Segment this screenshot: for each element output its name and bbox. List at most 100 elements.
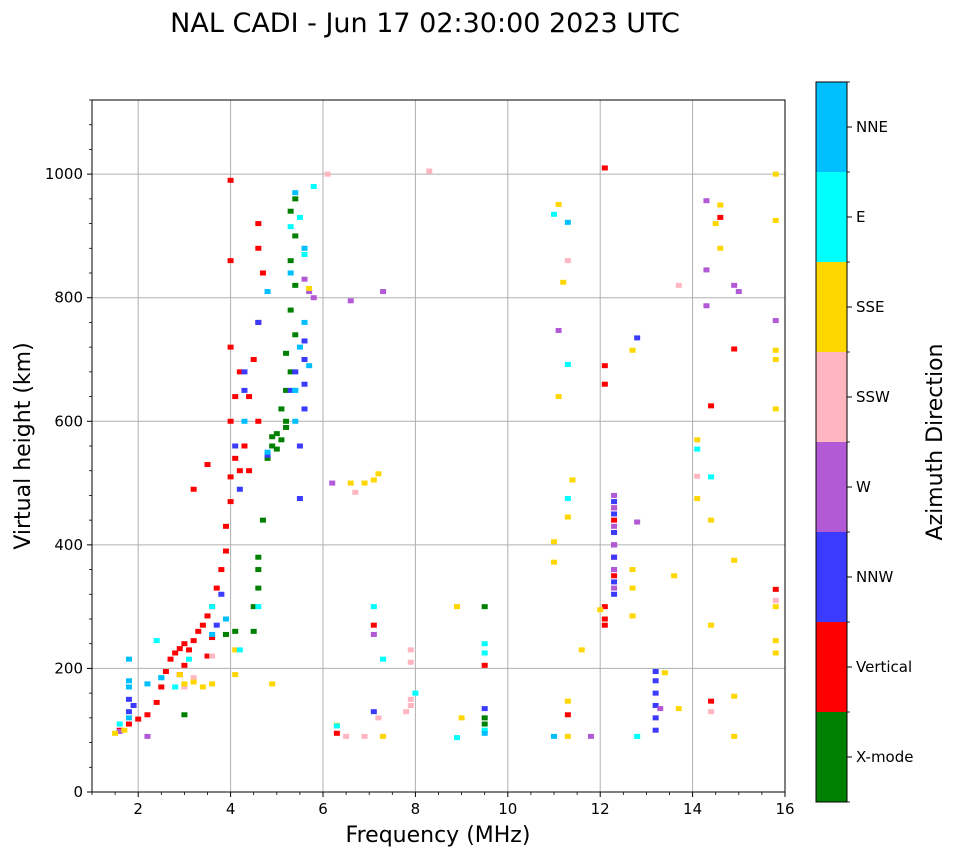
data-point xyxy=(172,650,179,656)
x-axis-ticks: 2 4 6 8 10 12 14 16 xyxy=(91,792,795,818)
data-point xyxy=(694,446,701,452)
data-point xyxy=(343,733,350,739)
data-point xyxy=(652,715,659,721)
data-point xyxy=(611,585,618,591)
data-point xyxy=(481,604,488,610)
colorbar-tick-label: E xyxy=(856,208,865,226)
data-point xyxy=(629,567,636,573)
data-point xyxy=(296,496,303,502)
data-point xyxy=(708,709,715,715)
data-point xyxy=(283,350,290,356)
data-point xyxy=(144,712,151,718)
data-point xyxy=(481,641,488,647)
data-point xyxy=(273,431,280,437)
data-point xyxy=(564,219,571,225)
data-point xyxy=(772,171,779,177)
series-sse xyxy=(112,171,779,739)
data-point xyxy=(310,295,317,301)
data-point xyxy=(629,613,636,619)
data-point xyxy=(675,706,682,712)
data-point xyxy=(611,573,618,579)
data-point xyxy=(772,406,779,412)
data-point xyxy=(564,361,571,367)
data-point xyxy=(731,346,738,352)
data-point xyxy=(292,369,299,375)
colorbar-segment xyxy=(816,352,847,442)
data-point xyxy=(453,735,460,741)
data-point xyxy=(717,245,724,251)
data-point xyxy=(772,318,779,324)
data-point xyxy=(587,733,594,739)
data-point xyxy=(301,338,308,344)
y-tick-label: 200 xyxy=(54,659,83,677)
data-point xyxy=(306,285,313,291)
data-point xyxy=(292,418,299,424)
data-point xyxy=(634,733,641,739)
data-point xyxy=(601,363,608,369)
x-tick-label: 14 xyxy=(683,800,702,818)
data-point xyxy=(380,289,387,295)
data-point xyxy=(481,706,488,712)
data-point xyxy=(601,165,608,171)
data-point xyxy=(375,715,382,721)
data-point xyxy=(190,679,197,685)
data-point xyxy=(555,394,562,400)
plot-background xyxy=(92,100,785,792)
data-point xyxy=(241,443,248,449)
data-point xyxy=(227,499,234,505)
data-point xyxy=(306,363,313,369)
data-point xyxy=(121,727,128,733)
data-point xyxy=(301,319,308,325)
colorbar-segment xyxy=(816,172,847,262)
grid-lines xyxy=(92,100,786,793)
data-point xyxy=(301,245,308,251)
data-point xyxy=(250,604,257,610)
data-point xyxy=(310,184,317,189)
colorbar: X-mode Vertical NNW W SSW SSE E NNE xyxy=(815,81,913,803)
data-point xyxy=(269,443,276,449)
data-point xyxy=(634,519,641,525)
data-point xyxy=(611,554,618,560)
data-point xyxy=(259,517,266,523)
data-point xyxy=(259,270,266,276)
x-tick-label: 8 xyxy=(411,800,421,818)
data-point xyxy=(264,455,271,461)
data-point xyxy=(347,298,354,304)
data-point xyxy=(246,394,253,400)
data-point xyxy=(601,622,608,628)
data-point xyxy=(611,499,618,505)
data-point xyxy=(125,678,132,684)
data-point xyxy=(611,567,618,573)
data-point xyxy=(333,723,340,729)
series-nne xyxy=(125,190,571,739)
colorbar-tick-label: SSW xyxy=(856,388,890,406)
data-point xyxy=(222,631,229,637)
series-ssw xyxy=(181,168,779,739)
data-point xyxy=(255,418,262,424)
data-point xyxy=(181,662,188,668)
data-point xyxy=(287,208,294,214)
data-point xyxy=(199,622,206,628)
data-point xyxy=(218,591,225,597)
data-point xyxy=(227,177,234,183)
data-point xyxy=(222,616,229,622)
data-point xyxy=(481,715,488,721)
data-point xyxy=(370,631,377,637)
x-axis-label: Frequency (MHz) xyxy=(346,823,531,848)
data-point xyxy=(241,387,248,393)
data-point xyxy=(481,730,488,736)
data-point xyxy=(250,357,257,362)
data-point xyxy=(370,477,377,483)
data-point xyxy=(116,728,123,734)
data-point xyxy=(708,698,715,704)
data-point xyxy=(190,486,197,492)
data-point xyxy=(241,418,248,424)
data-point xyxy=(694,473,701,479)
data-point xyxy=(551,559,557,565)
data-point xyxy=(232,672,239,678)
data-point xyxy=(167,656,174,662)
data-point xyxy=(181,681,188,687)
data-point xyxy=(125,696,132,702)
data-point xyxy=(255,567,262,573)
colorbar-tick-label: X-mode xyxy=(856,748,913,766)
